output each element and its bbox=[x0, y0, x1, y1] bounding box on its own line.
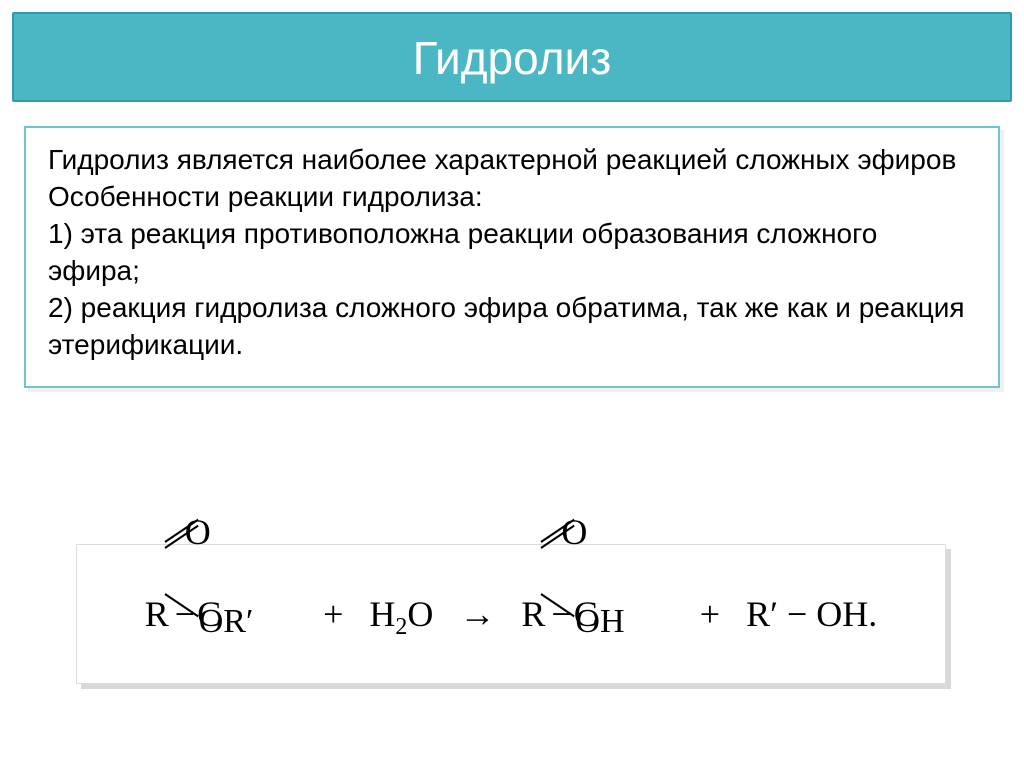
body-line-1: Гидролиз является наиболее характерной р… bbox=[48, 144, 956, 175]
reaction-formula: R − C O OR′ + H2O → R − C O OH bbox=[145, 559, 878, 669]
body-line-4: 2) реакция гидролиза сложного эфира обра… bbox=[48, 292, 965, 360]
water-H: H bbox=[369, 594, 395, 634]
body-text: Гидролиз является наиболее характерной р… bbox=[48, 142, 976, 364]
double-bond-icon bbox=[541, 535, 577, 553]
acid-OH: OH bbox=[575, 603, 624, 641]
slide: Гидролиз Гидролиз является наиболее хара… bbox=[0, 0, 1024, 767]
title-band: Гидролиз bbox=[0, 0, 1024, 110]
plus-1: + bbox=[323, 593, 343, 635]
arrow-icon: → bbox=[459, 593, 495, 635]
slide-title: Гидролиз bbox=[0, 12, 1024, 104]
formula-card: R − C O OR′ + H2O → R − C O OH bbox=[76, 544, 946, 684]
water-O: O bbox=[407, 594, 433, 634]
water-sub2: 2 bbox=[395, 614, 407, 640]
reagent-water: H2O bbox=[369, 593, 433, 635]
product-acid: R − C O OH bbox=[521, 559, 673, 669]
plus-2: + bbox=[700, 593, 720, 635]
body-line-3: 1) эта реакция противоположна реакции об… bbox=[48, 218, 877, 286]
product-alcohol: R′ − OH. bbox=[746, 593, 877, 635]
ester-OR: OR′ bbox=[199, 603, 254, 641]
body-line-2: Особенности реакции гидролиза: bbox=[48, 181, 483, 212]
body-card: Гидролиз является наиболее характерной р… bbox=[24, 126, 1000, 388]
reagent-ester: R − C O OR′ bbox=[145, 559, 297, 669]
double-bond-icon bbox=[165, 535, 201, 553]
